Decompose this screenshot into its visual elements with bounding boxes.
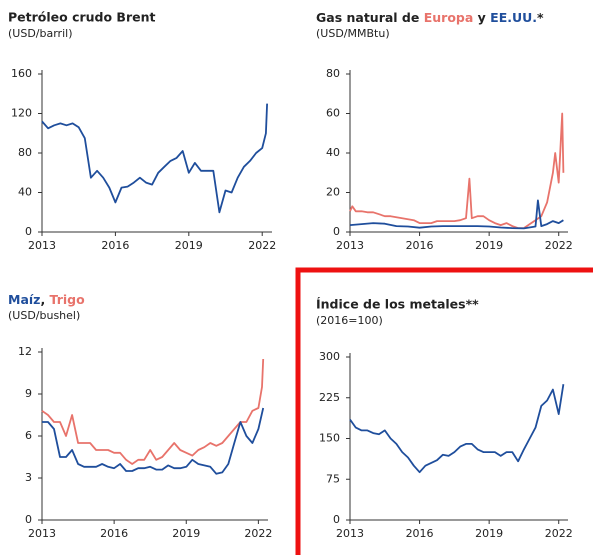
chart-title: Gas natural de Europa y EE.UU.* [316,10,544,25]
y-tick-label: 75 [326,472,340,485]
chart-subtitle: (USD/bushel) [8,309,80,322]
x-tick-label: 2022 [244,527,272,540]
x-tick-label: 2019 [475,239,503,252]
data-line [41,103,268,214]
x-tick-label: 2019 [175,239,203,252]
y-tick-label: 3 [25,471,32,484]
data-line [349,112,565,229]
x-tick-label: 2016 [406,239,434,252]
y-tick-label: 0 [333,225,340,238]
data-line [41,358,265,465]
chart-title: Petróleo crudo Brent [8,10,155,25]
y-tick-label: 80 [326,67,340,80]
x-tick-label: 2019 [172,527,200,540]
title-part: , [40,292,49,307]
x-tick-label: 2022 [248,239,276,252]
x-tick-label: 2013 [336,527,364,540]
y-tick-label: 225 [319,391,340,404]
y-tick-label: 40 [18,186,32,199]
y-tick-label: 80 [18,146,32,159]
x-tick-label: 2013 [28,527,56,540]
y-tick-label: 0 [25,225,32,238]
y-tick-label: 20 [326,186,340,199]
y-tick-label: 12 [18,345,32,358]
x-tick-label: 2022 [545,527,573,540]
chart-title: Índice de los metales** [316,297,479,312]
highlight-frame [295,267,593,555]
x-tick-label: 2019 [475,527,503,540]
y-tick-label: 9 [25,387,32,400]
title-part: Maíz [8,292,40,307]
x-tick-label: 2016 [100,527,128,540]
title-part: Europa [424,10,474,25]
x-tick-label: 2013 [28,239,56,252]
y-tick-label: 300 [319,350,340,363]
data-line [349,199,564,230]
y-tick-label: 150 [319,432,340,445]
chart-subtitle: (USD/barril) [8,27,72,40]
chart-title: Maíz, Trigo [8,292,85,307]
title-part: Gas natural de [316,10,424,25]
data-line [42,407,265,475]
chart-subtitle: (2016=100) [316,314,383,327]
x-tick-label: 2016 [406,527,434,540]
title-part: * [537,10,544,25]
y-tick-label: 0 [25,513,32,526]
y-tick-label: 6 [25,429,32,442]
y-tick-label: 0 [333,513,340,526]
y-tick-label: 120 [11,107,32,120]
title-part: Trigo [50,292,86,307]
title-part: y [473,10,490,25]
title-part: EE.UU. [490,10,537,25]
data-line [349,384,565,474]
chart-subtitle: (USD/MMBtu) [316,27,390,40]
x-tick-label: 2022 [545,239,573,252]
y-tick-label: 160 [11,67,32,80]
y-tick-label: 60 [326,107,340,120]
x-tick-label: 2016 [101,239,129,252]
x-tick-label: 2013 [336,239,364,252]
y-tick-label: 40 [326,146,340,159]
